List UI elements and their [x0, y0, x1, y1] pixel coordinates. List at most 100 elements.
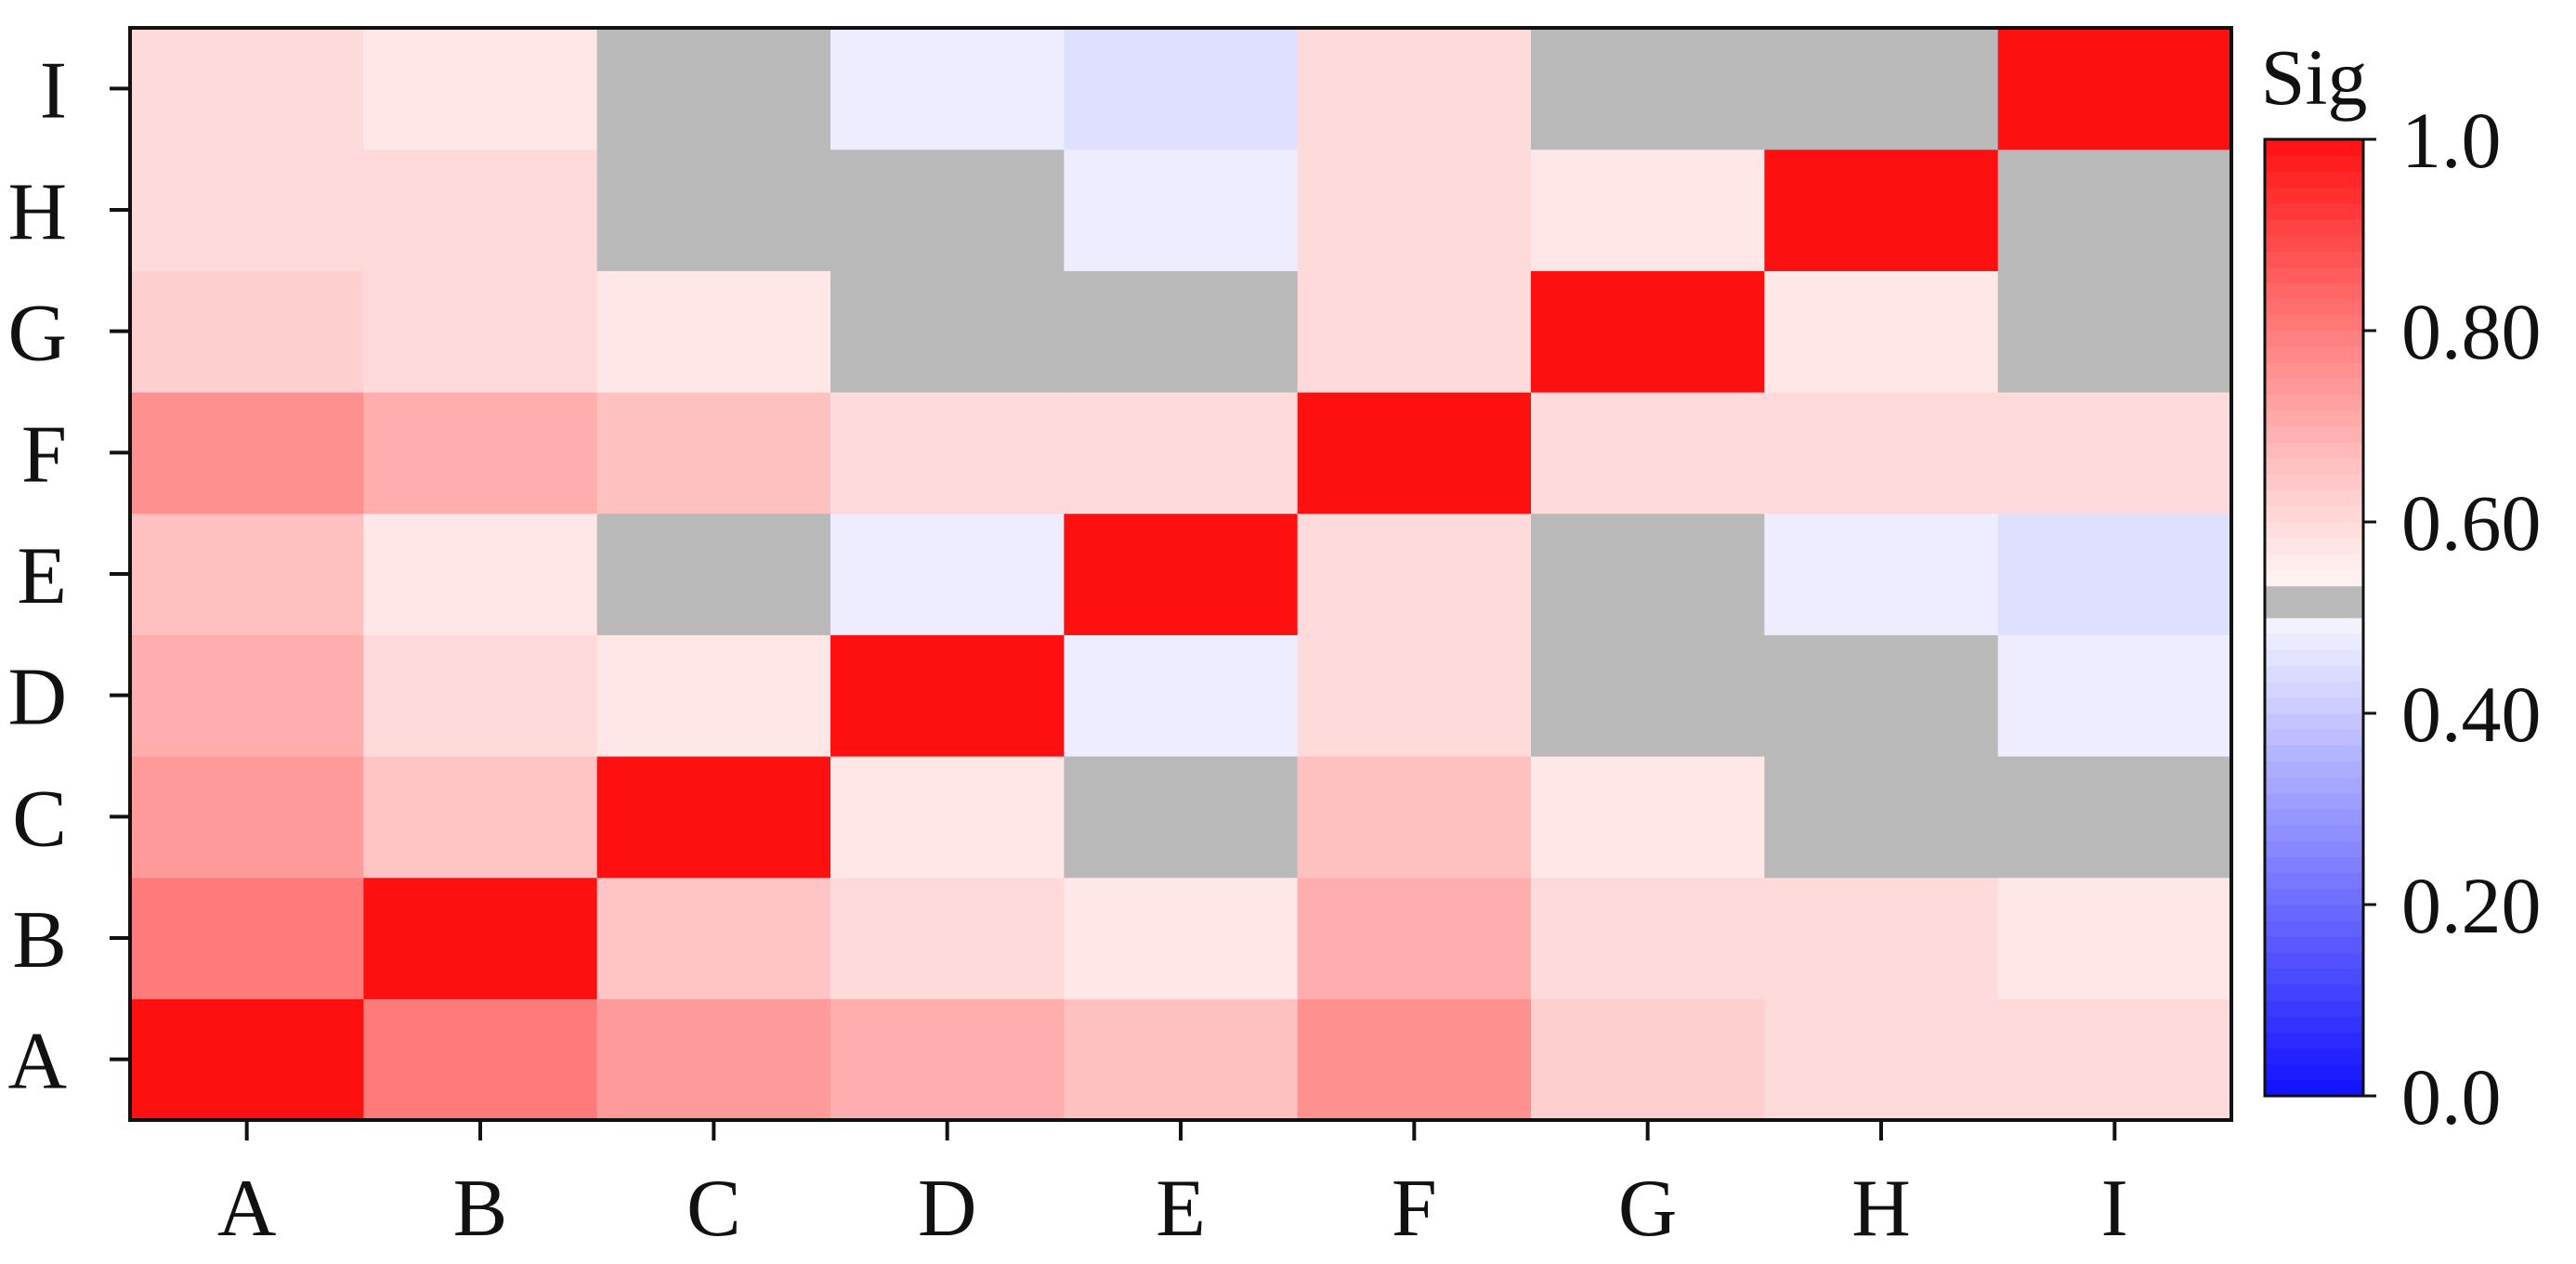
heatmap-cell-H-H: [1764, 149, 1999, 271]
heatmap-cell-A-B: [363, 998, 598, 1121]
colorbar-segment: [2265, 776, 2363, 794]
heatmap-cell-D-C: [596, 634, 831, 757]
colorbar-segment: [2265, 809, 2363, 826]
heatmap-cell-C-H: [1764, 756, 1999, 879]
colorbar-segment: [2265, 410, 2363, 427]
heatmap-cell-I-C: [596, 28, 831, 150]
heatmap-cell-A-H: [1764, 998, 1999, 1121]
colorbar-segment: [2265, 585, 2363, 603]
heatmap-cell-H-B: [363, 149, 598, 271]
colorbar-segment: [2265, 633, 2363, 650]
heatmap-cell-G-B: [363, 270, 598, 393]
colorbar-segment: [2265, 554, 2363, 571]
colorbar-tick-label: 0.60: [2401, 478, 2542, 567]
colorbar-tick-label: 0.20: [2401, 861, 2542, 950]
colorbar-segment: [2265, 1063, 2363, 1081]
heatmap-cell-D-A: [130, 634, 364, 757]
heatmap-cell-F-E: [1064, 392, 1299, 515]
heatmap-cell-F-D: [830, 392, 1065, 515]
heatmap-cell-F-F: [1297, 392, 1532, 515]
colorbar-segment: [2265, 697, 2363, 714]
heatmap-cell-A-F: [1297, 998, 1532, 1121]
heatmap-cell-B-H: [1764, 877, 1999, 999]
colorbar-segment: [2265, 458, 2363, 476]
heatmap-cell-H-D: [830, 149, 1065, 271]
colorbar-segment: [2265, 267, 2363, 284]
heatmap-cell-F-H: [1764, 392, 1999, 515]
heatmap-cell-I-I: [1997, 28, 2232, 150]
heatmap-cell-D-H: [1764, 634, 1999, 757]
x-tick-label: E: [1156, 1164, 1206, 1254]
x-tick-label: C: [686, 1164, 741, 1254]
heatmap-cell-F-G: [1531, 392, 1765, 515]
colorbar-segment: [2265, 601, 2363, 619]
y-tick-label: E: [17, 531, 67, 621]
heatmap-cell-H-I: [1997, 149, 2232, 271]
colorbar-segment: [2265, 792, 2363, 810]
colorbar-segment: [2265, 282, 2363, 300]
colorbar-title: Sig: [2261, 33, 2368, 122]
colorbar-segment: [2265, 505, 2363, 523]
colorbar-segment: [2265, 474, 2363, 491]
heatmap-cell-I-H: [1764, 28, 1999, 150]
heatmap-cell-F-B: [363, 392, 598, 515]
colorbar-tick-label: 0.0: [2401, 1052, 2502, 1141]
colorbar-segment: [2265, 905, 2363, 921]
heatmap-cell-E-A: [130, 513, 364, 635]
colorbar-segment: [2265, 346, 2363, 363]
heatmap-cell-E-G: [1531, 513, 1765, 635]
heatmap-cell-B-E: [1064, 877, 1299, 999]
heatmap-cell-H-G: [1531, 149, 1765, 271]
heatmap-cell-B-D: [830, 877, 1065, 999]
heatmap-cell-D-D: [830, 634, 1065, 757]
colorbar-tick-label: 0.80: [2401, 287, 2542, 376]
colorbar-segment: [2265, 218, 2363, 236]
colorbar-segment: [2265, 649, 2363, 667]
colorbar-segment: [2265, 298, 2363, 316]
colorbar-segment: [2265, 442, 2363, 459]
colorbar-segment: [2265, 426, 2363, 443]
colorbar-segment: [2265, 681, 2363, 698]
heatmap-cell-I-B: [363, 28, 598, 150]
heatmap-cell-E-B: [363, 513, 598, 635]
heatmap-cell-E-C: [596, 513, 831, 635]
colorbar-segment: [2265, 394, 2363, 411]
heatmap-cell-C-C: [596, 756, 831, 879]
heatmap-cell-F-A: [130, 392, 364, 515]
colorbar-segment: [2265, 968, 2363, 985]
heatmap-cell-B-G: [1531, 877, 1765, 999]
heatmap-cell-D-G: [1531, 634, 1765, 757]
x-tick-label: B: [453, 1164, 508, 1254]
heatmap-cell-A-I: [1997, 998, 2232, 1121]
y-tick-label: I: [40, 46, 67, 136]
heatmap-cell-C-D: [830, 756, 1065, 879]
colorbar-segment: [2265, 139, 2363, 156]
heatmap-cell-B-B: [363, 877, 598, 999]
y-tick-label: B: [12, 895, 67, 985]
colorbar-segment: [2265, 840, 2363, 858]
colorbar-segment: [2265, 1048, 2363, 1065]
heatmap-cell-D-I: [1997, 634, 2232, 757]
colorbar-segment: [2265, 713, 2363, 730]
heatmap-cell-I-G: [1531, 28, 1765, 150]
heatmap-cell-G-F: [1297, 270, 1532, 393]
colorbar-segment: [2265, 155, 2363, 172]
colorbar-segment: [2265, 984, 2363, 1001]
x-tick-label: I: [2101, 1164, 2128, 1254]
x-axis: A B C D E F G H I: [217, 1120, 2128, 1254]
heatmap-cell-G-H: [1764, 270, 1999, 393]
x-tick-label: D: [918, 1164, 977, 1254]
colorbar-frame: [2263, 137, 2365, 1098]
x-tick-label: A: [217, 1164, 277, 1254]
colorbar-segment: [2265, 729, 2363, 746]
heatmap-cell-B-A: [130, 877, 364, 999]
heatmap-cell-A-C: [596, 998, 831, 1121]
heatmap-cell-D-F: [1297, 634, 1532, 757]
x-tick-label: G: [1618, 1164, 1678, 1254]
colorbar-segment: [2265, 952, 2363, 970]
heatmap-cell-G-D: [830, 270, 1065, 393]
colorbar-segment: [2265, 522, 2363, 539]
